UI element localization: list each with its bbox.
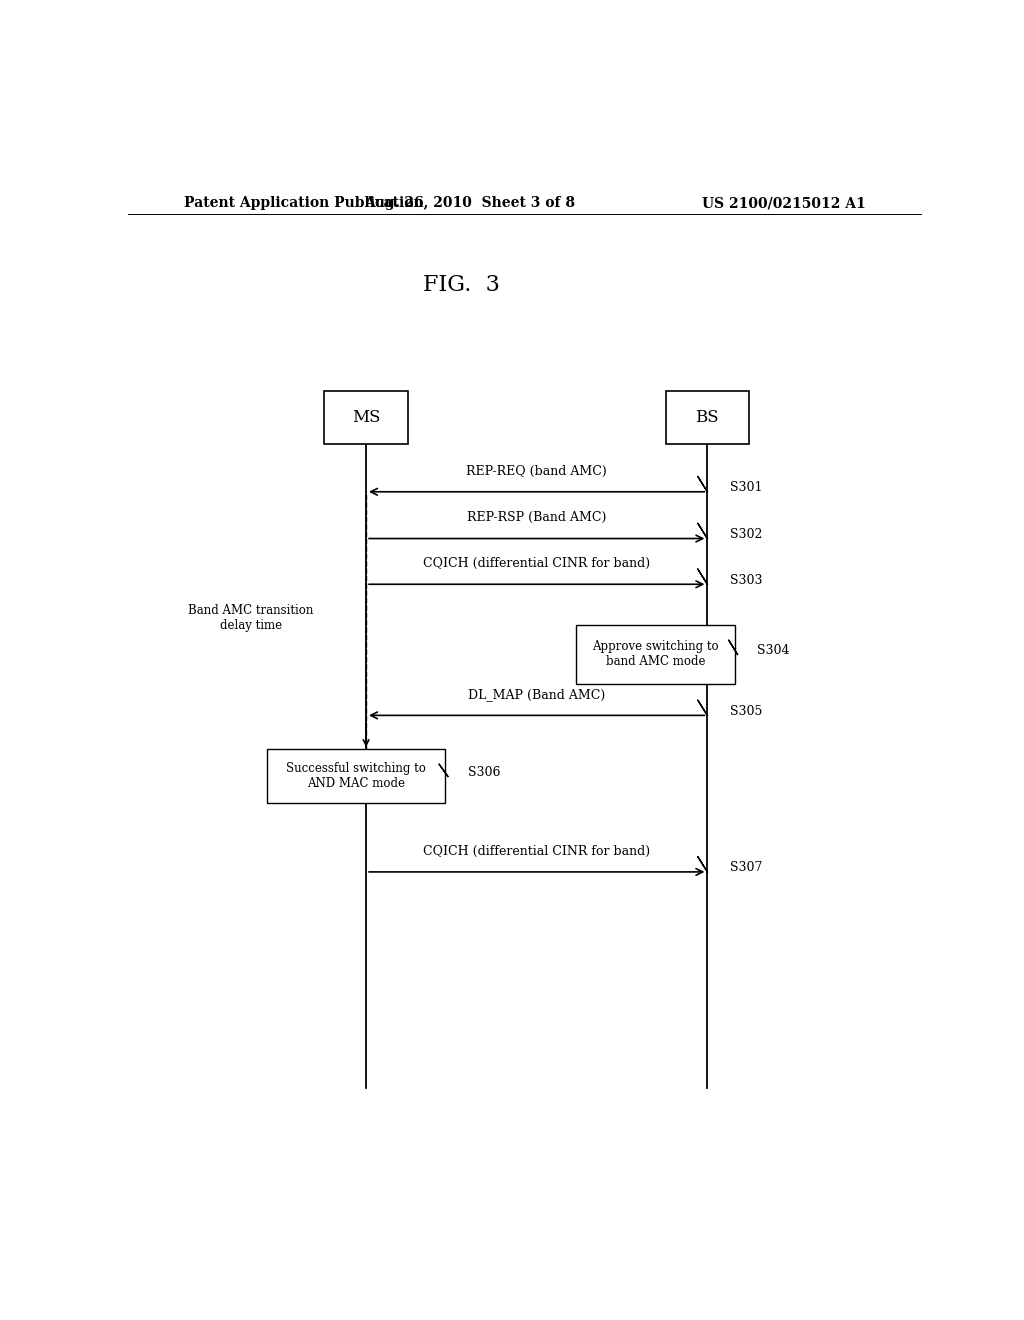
Text: Aug. 26, 2010  Sheet 3 of 8: Aug. 26, 2010 Sheet 3 of 8 xyxy=(364,197,574,210)
Text: CQICH (differential CINR for band): CQICH (differential CINR for band) xyxy=(423,557,650,570)
Bar xyxy=(666,391,749,444)
Text: S301: S301 xyxy=(729,482,762,494)
Text: Patent Application Publication: Patent Application Publication xyxy=(183,197,423,210)
Bar xyxy=(325,391,408,444)
Text: REP-RSP (Band AMC): REP-RSP (Band AMC) xyxy=(467,511,606,524)
Text: BS: BS xyxy=(695,409,719,426)
Text: S304: S304 xyxy=(758,644,790,657)
Text: Approve switching to
band AMC mode: Approve switching to band AMC mode xyxy=(593,640,719,668)
Text: S307: S307 xyxy=(729,862,762,874)
Bar xyxy=(267,750,445,804)
Text: Successful switching to
AND MAC mode: Successful switching to AND MAC mode xyxy=(287,763,426,791)
Text: REP-REQ (band AMC): REP-REQ (band AMC) xyxy=(466,465,607,478)
Text: Band AMC transition
delay time: Band AMC transition delay time xyxy=(188,603,313,632)
Text: S306: S306 xyxy=(468,766,500,779)
Text: CQICH (differential CINR for band): CQICH (differential CINR for band) xyxy=(423,845,650,858)
Text: S305: S305 xyxy=(729,705,762,718)
Text: FIG.  3: FIG. 3 xyxy=(423,275,500,297)
Text: DL_MAP (Band AMC): DL_MAP (Band AMC) xyxy=(468,688,605,701)
Text: S303: S303 xyxy=(729,574,762,586)
Text: S302: S302 xyxy=(729,528,762,541)
Text: US 2100/0215012 A1: US 2100/0215012 A1 xyxy=(702,197,866,210)
Text: MS: MS xyxy=(352,409,380,426)
Bar xyxy=(577,624,735,684)
